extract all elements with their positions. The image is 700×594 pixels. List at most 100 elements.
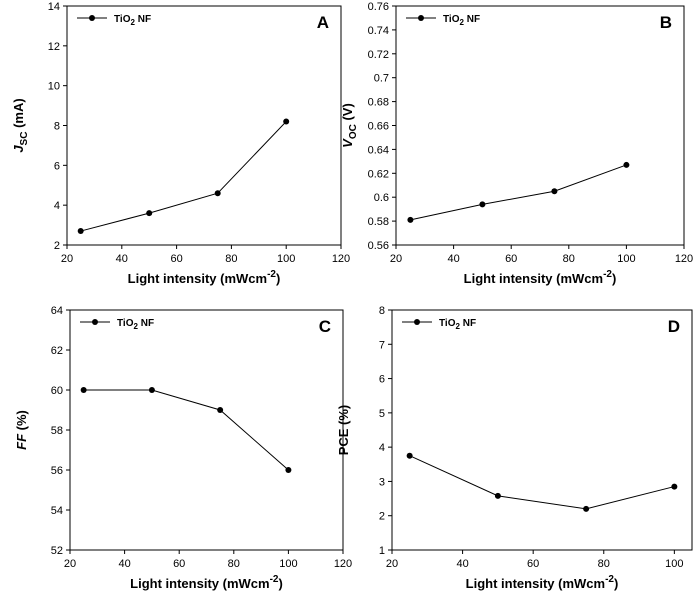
x-tick-label: 40 [447, 253, 459, 265]
panel-letter: D [668, 317, 680, 336]
y-tick-label: 0.68 [368, 97, 389, 109]
y-tick-label: 0.6 [374, 192, 389, 204]
y-tick-label: 1 [379, 545, 385, 557]
series-line [80, 121, 287, 232]
y-tick-label: 0.74 [368, 25, 389, 37]
data-point [77, 228, 84, 235]
y-axis-label-unit: (%) [14, 410, 29, 434]
x-tick-label: 20 [61, 253, 73, 265]
data-point [214, 190, 221, 197]
legend-marker [89, 15, 95, 21]
data-point [623, 161, 630, 168]
x-axis-label: Light intensity (mWcm-2) [130, 574, 283, 591]
legend-label-suffix: NF [135, 14, 151, 25]
data-point [583, 505, 590, 512]
legend-label: TiO2 NF [117, 318, 154, 331]
legend-label-subscript: 2 [133, 322, 138, 331]
y-tick-label: 54 [51, 505, 63, 517]
series-line [410, 164, 627, 221]
y-tick-label: 5 [379, 408, 385, 420]
y-tick-label: 58 [51, 425, 63, 437]
panel-a: 20 40 60 80 100 120 2 4 6 8 10 12 14 Light intensity … [11, 1, 350, 286]
y-tick-label: 62 [51, 345, 63, 357]
data-point [148, 387, 155, 393]
x-axis-label-superscript: -2 [270, 574, 279, 585]
y-tick-label: 0.62 [368, 168, 389, 180]
y-axis-label-main: FF [14, 433, 29, 450]
x-tick-label: 100 [665, 558, 683, 570]
plot-frame [69, 309, 344, 551]
x-axis-label-text: Light intensity (mWcm [128, 271, 267, 286]
x-tick-label: 20 [386, 558, 398, 570]
y-tick-label: 60 [51, 385, 63, 397]
panel-letter: C [319, 317, 331, 336]
legend-label: TiO2 NF [443, 14, 480, 27]
data-point [217, 407, 224, 413]
x-axis-label-close: ) [614, 576, 618, 591]
legend-label-suffix: NF [138, 318, 154, 329]
x-axis-label-superscript: -2 [603, 269, 612, 280]
y-axis-label-unit: (%) [336, 405, 351, 429]
legend-label-suffix: NF [460, 318, 476, 329]
x-tick-label: 120 [675, 253, 693, 265]
data-point [479, 201, 486, 208]
legend-label-name: TiO [117, 318, 134, 329]
y-axis-label: FF (%) [14, 410, 29, 450]
y-axis-label-unit: (mA) [11, 98, 26, 131]
legend-marker [418, 15, 424, 21]
legend-label: TiO2 NF [114, 14, 151, 27]
y-axis-label-unit: (V) [340, 103, 355, 124]
y-tick-label: 8 [54, 121, 60, 133]
legend-label-suffix: NF [464, 14, 480, 25]
y-axis-label-main: PCE [336, 428, 351, 455]
legend-label: TiO2 NF [439, 318, 476, 331]
y-axis-label-main: J [11, 145, 26, 153]
panel-c: 20 40 60 80 100 120 52 54 56 58 60 62 64 Light intens… [14, 305, 352, 591]
series-line [409, 455, 675, 510]
y-tick-label: 56 [51, 465, 63, 477]
data-point [406, 452, 413, 459]
y-axis-label-subscript: OC [348, 124, 359, 139]
y-tick-label: 4 [379, 442, 385, 454]
x-axis-label: Light intensity (mWcm-2) [466, 574, 619, 591]
x-tick-label: 40 [456, 558, 468, 570]
y-axis-label: VOC (V) [340, 103, 359, 148]
x-axis-label-superscript: -2 [605, 574, 614, 585]
y-axis-label: PCE (%) [336, 405, 351, 456]
y-tick-label: 14 [48, 1, 60, 13]
x-tick-label: 80 [598, 558, 610, 570]
panel-b: 20 40 60 80 100 120 0.56 0.58 0.6 0.62 0.64 0.66 0.6… [340, 1, 693, 286]
panel-letter: A [317, 13, 329, 32]
data-point [551, 188, 558, 195]
x-tick-label: 60 [170, 253, 182, 265]
x-tick-label: 20 [64, 558, 76, 570]
y-tick-label: 64 [51, 305, 63, 317]
data-point [285, 467, 292, 473]
y-axis-label-main: V [340, 138, 355, 148]
legend-marker [414, 319, 420, 325]
y-tick-label: 4 [54, 200, 60, 212]
panel-letter: B [660, 13, 672, 32]
y-tick-label: 0.56 [368, 240, 389, 252]
y-tick-label: 10 [48, 81, 60, 93]
y-tick-label: 2 [379, 511, 385, 523]
y-tick-label: 0.76 [368, 1, 389, 13]
x-tick-label: 20 [390, 253, 402, 265]
y-tick-label: 7 [379, 339, 385, 351]
x-tick-label: 40 [116, 253, 128, 265]
y-tick-label: 6 [379, 374, 385, 386]
x-axis-label-text: Light intensity (mWcm [466, 576, 605, 591]
x-tick-label: 80 [228, 558, 240, 570]
x-axis-label-text: Light intensity (mWcm [464, 271, 603, 286]
x-tick-label: 80 [225, 253, 237, 265]
series-line [83, 389, 289, 471]
plot-frame [391, 309, 693, 551]
x-tick-label: 60 [173, 558, 185, 570]
y-tick-label: 0.7 [374, 73, 389, 85]
legend-label-name: TiO [443, 14, 460, 25]
legend-label-name: TiO [114, 14, 131, 25]
x-tick-label: 80 [563, 253, 575, 265]
y-tick-label: 8 [379, 305, 385, 317]
legend-label-subscript: 2 [455, 322, 460, 331]
